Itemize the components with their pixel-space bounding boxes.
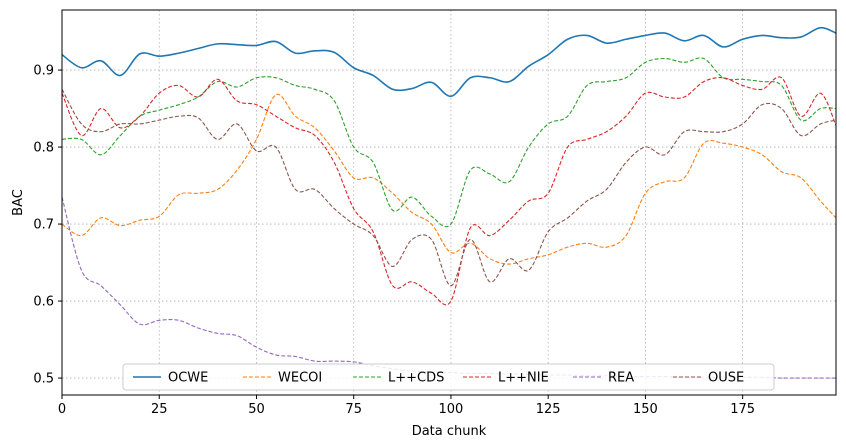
series-line-ocwe [62,26,836,98]
y-axis-label: BAC [11,189,26,216]
series-layer [62,26,836,379]
legend-entry: WECOI [278,371,322,386]
legend-entry: L++NIE [498,371,549,386]
y-tick-label: 0.9 [33,64,54,79]
legend-entry: L++CDS [388,371,444,386]
legend-entry: OCWE [168,371,208,386]
legend-entry: REA [608,371,634,386]
legend-frame [122,363,775,391]
series-line-ouse [62,89,836,287]
x-tick-label: 50 [248,402,265,417]
x-tick-label: 150 [633,402,658,417]
y-tick-label: 0.8 [33,141,54,156]
x-tick-label: 125 [536,402,561,417]
x-tick-label: 100 [439,402,464,417]
series-line-l-nie [62,76,836,306]
x-axis-label: Data chunk [412,424,487,439]
series-line-l-cds [62,57,836,228]
x-tick-label: 175 [730,402,755,417]
legend-entry: OUSE [708,371,744,386]
series-line-wecoi [62,93,836,265]
grid-lines [61,10,836,395]
x-tick-label: 25 [151,402,168,417]
x-tick-label: 0 [58,402,66,417]
y-tick-label: 0.7 [33,218,54,233]
y-tick-label: 0.5 [33,372,54,387]
axis-ticks: 0 25 50 75 100 125 150 175 0.5 0.6 0.7 0.8 0.9 [33,64,755,417]
legend: OCWE WECOI L++CDS L++NIE REA OUSE [122,363,775,391]
x-tick-label: 75 [345,402,362,417]
y-tick-label: 0.6 [33,295,54,310]
plot-area-frame [61,9,837,396]
